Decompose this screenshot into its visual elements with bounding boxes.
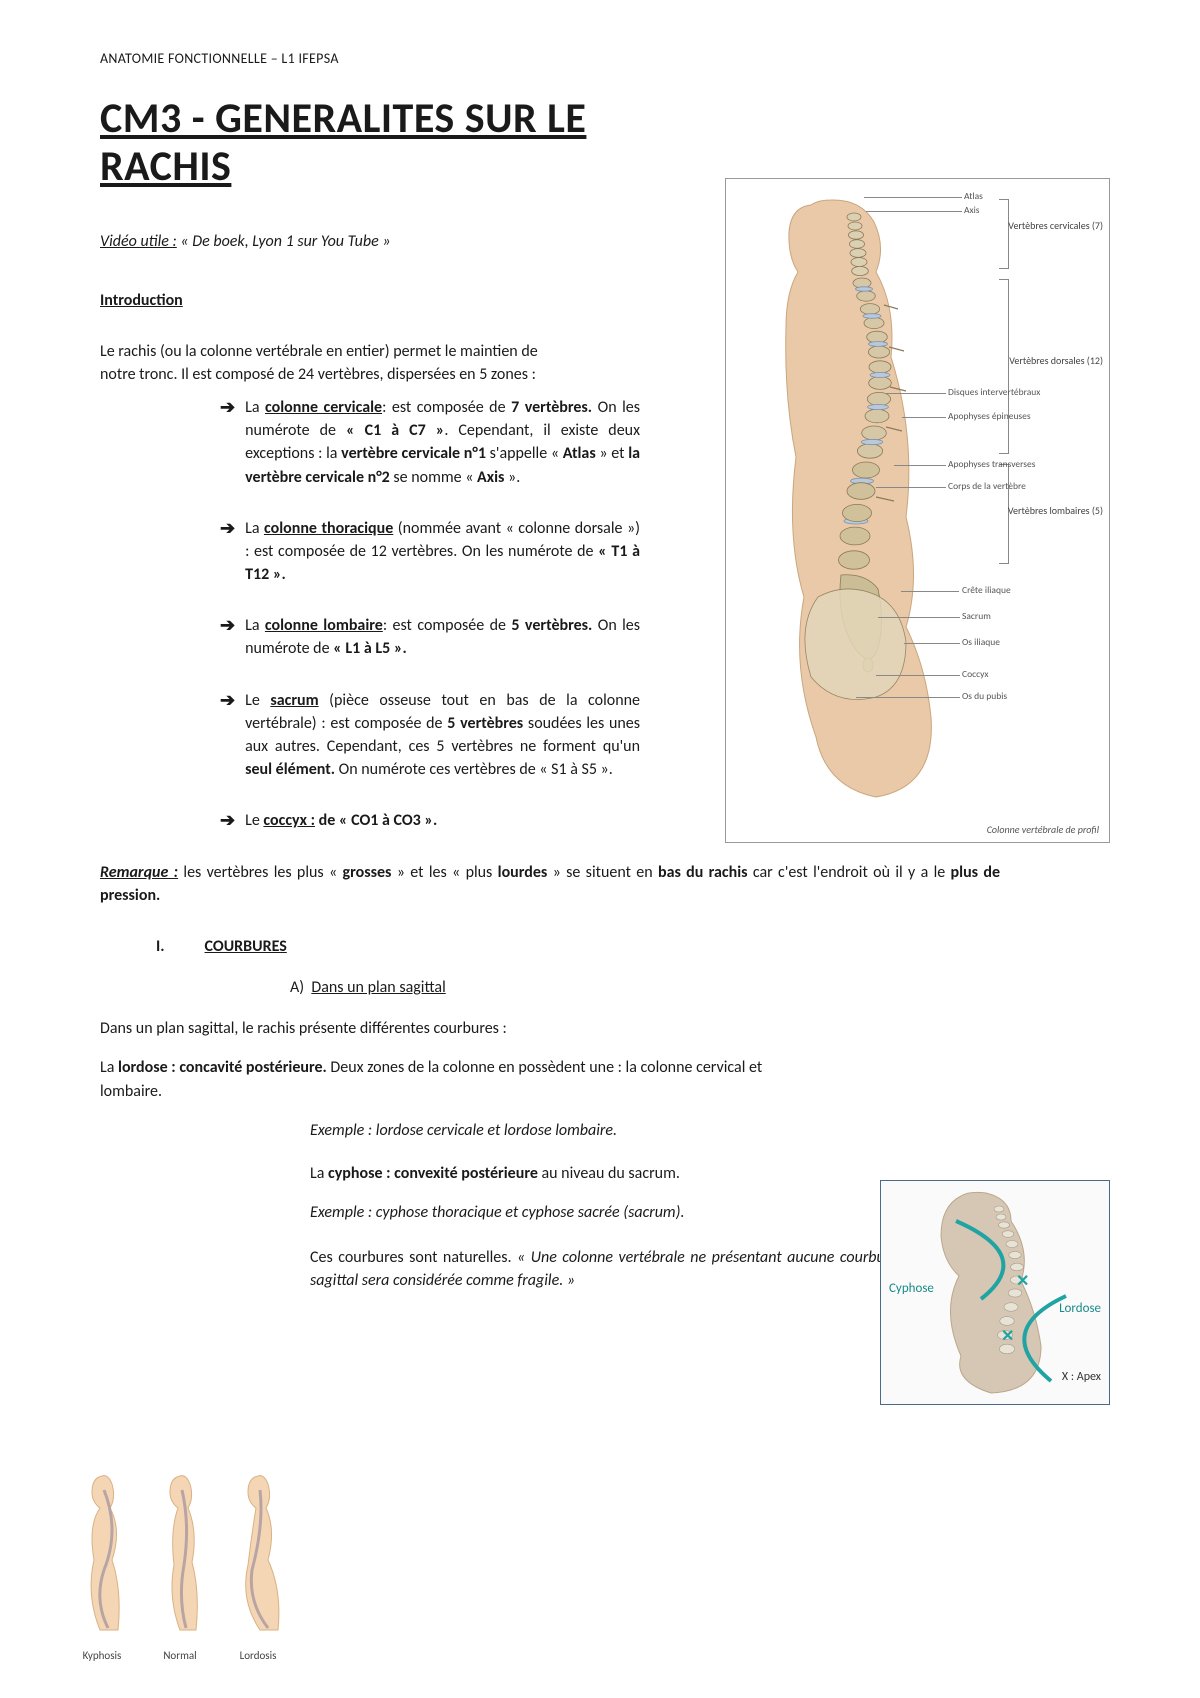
section-I: I.COURBURES <box>156 937 1110 956</box>
page-title: CM3 - GENERALITES SUR LE RACHIS <box>100 95 650 192</box>
arrow-icon: ➔ <box>220 614 235 637</box>
video-label: Vidéo utile : <box>100 232 177 251</box>
label-cyphose: Cyphose <box>889 1281 934 1296</box>
svg-text:✕: ✕ <box>1016 1272 1029 1291</box>
courbures-cyphose: La cyphose : convexité postérieure au ni… <box>310 1162 750 1185</box>
bullet-text: Le sacrum (pièce osseuse tout en bas de … <box>245 689 640 782</box>
bullet-cervicale: ➔ La colonne cervicale: est composée de … <box>220 396 640 489</box>
posture-trio: Kyphosis Normal Lordosis <box>74 1442 294 1662</box>
bullet-lombaire: ➔ La colonne lombaire: est composée de 5… <box>220 614 640 660</box>
group-dorsales: Vertèbres dorsales (12) <box>1009 354 1103 367</box>
label-axis: Axis <box>964 205 980 215</box>
bullet-list: ➔ La colonne cervicale: est composée de … <box>220 396 640 833</box>
label-kyphosis: Kyphosis <box>72 1649 132 1662</box>
bullet-text: Le coccyx : de « CO1 à CO3 ». <box>245 809 640 832</box>
bullet-sacrum: ➔ Le sacrum (pièce osseuse tout en bas d… <box>220 689 640 782</box>
label-normal: Normal <box>150 1649 210 1662</box>
video-value: « De boek, Lyon 1 sur You Tube » <box>180 232 390 251</box>
arrow-icon: ➔ <box>220 689 235 712</box>
example-cyphose: Exemple : cyphose thoracique et cyphose … <box>310 1201 810 1224</box>
fig-kyphosis <box>74 1470 130 1640</box>
arrow-icon: ➔ <box>220 809 235 832</box>
intro-paragraph: Le rachis (ou la colonne vertébrale en e… <box>100 340 570 386</box>
example-lordose: Exemple : lordose cervicale et lordose l… <box>310 1119 810 1142</box>
arrow-icon: ➔ <box>220 517 235 540</box>
arrow-icon: ➔ <box>220 396 235 419</box>
bullet-text: La colonne thoracique (nommée avant « co… <box>245 517 640 587</box>
label-os-iliaque: Os iliaque <box>962 637 1000 647</box>
label-lordosis: Lordosis <box>228 1649 288 1662</box>
spine-svg <box>756 197 956 807</box>
curvature-diagram: ✕ ✕ Cyphose Lordose X : Apex <box>880 1180 1110 1405</box>
label-crete: Crête iliaque <box>962 585 1011 595</box>
bullet-text: La colonne lombaire: est composée de 5 v… <box>245 614 640 660</box>
courbures-lordose: La lordose : concavité postérieure. Deux… <box>100 1056 810 1102</box>
spine-caption: Colonne vertébrale de profil <box>987 823 1099 836</box>
label-lordose: Lordose <box>1059 1301 1101 1316</box>
remark: Remarque : les vertèbres les plus « gros… <box>100 861 1000 907</box>
label-apophyses-tr: Apophyses transverses <box>948 459 1035 469</box>
fig-lordosis <box>230 1470 286 1640</box>
label-apophyses-ep: Apophyses épineuses <box>948 411 1031 421</box>
bullet-thoracique: ➔ La colonne thoracique (nommée avant « … <box>220 517 640 587</box>
label-disques: Disques intervertébraux <box>948 387 1040 397</box>
label-sacrum: Sacrum <box>962 611 991 621</box>
subsection-A: A) Dans un plan sagittal <box>290 978 1110 997</box>
label-atlas: Atlas <box>964 191 983 201</box>
bullet-text: La colonne cervicale: est composée de 7 … <box>245 396 640 489</box>
label-corps: Corps de la vertèbre <box>948 481 1026 491</box>
label-coccyx: Coccyx <box>962 669 989 679</box>
label-pubis: Os du pubis <box>962 691 1007 701</box>
page: ANATOMIE FONCTIONNELLE – L1 IFEPSA CM3 -… <box>0 0 1200 1698</box>
spine-diagram: Atlas Axis Vertèbres cervicales (7) Vert… <box>725 178 1110 843</box>
courbures-p1: Dans un plan sagittal, le rachis présent… <box>100 1017 810 1040</box>
fig-normal <box>152 1470 208 1640</box>
svg-text:✕: ✕ <box>1001 1327 1014 1346</box>
group-cervicales: Vertèbres cervicales (7) <box>1008 219 1103 232</box>
group-lombaires: Vertèbres lombaires (5) <box>1008 504 1103 517</box>
label-apex: X : Apex <box>1062 1370 1101 1384</box>
doc-header: ANATOMIE FONCTIONNELLE – L1 IFEPSA <box>100 50 1110 67</box>
bullet-coccyx: ➔ Le coccyx : de « CO1 à CO3 ». <box>220 809 640 832</box>
